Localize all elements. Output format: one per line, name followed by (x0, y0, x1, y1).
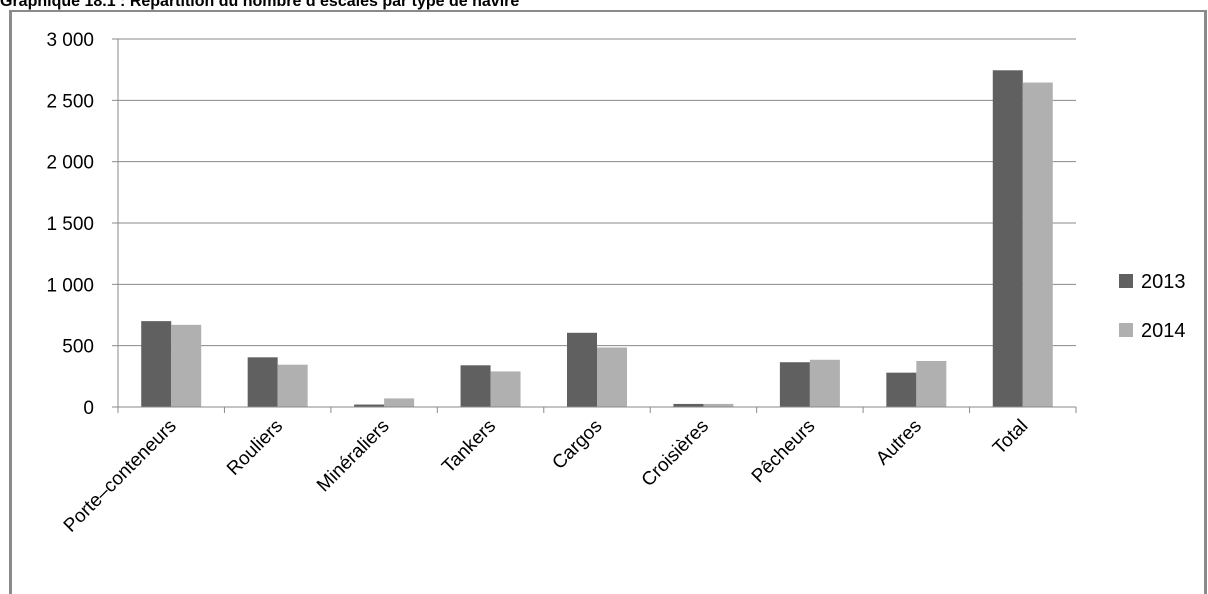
bar-2013-0 (141, 321, 172, 407)
x-tick-label: Porte–conteneurs (60, 416, 181, 537)
legend-swatch-2013 (1119, 274, 1133, 288)
y-tick-label: 1 000 (46, 275, 94, 296)
x-tick-labels: Porte–conteneurs Rouliers Minéraliers Tanke… (60, 416, 1032, 537)
x-tick-label: Pêcheurs (748, 416, 820, 488)
axes (112, 38, 1077, 413)
legend-label-2014: 2014 (1141, 320, 1186, 342)
legend: 2013 2014 (1119, 271, 1186, 342)
x-tick-label: Minéraliers (313, 416, 394, 497)
bar-2014-8 (1022, 82, 1053, 408)
legend-label-2013: 2013 (1141, 271, 1186, 293)
y-tick-label: 500 (62, 337, 94, 358)
x-tick-label: Autres (872, 416, 926, 470)
x-tick-label: Rouliers (223, 416, 287, 480)
bar-2014-3 (490, 371, 521, 407)
x-tick-label: Croisières (638, 416, 713, 491)
x-tick-label: Cargos (548, 416, 606, 474)
bar-2014-1 (277, 364, 308, 407)
y-tick-label: 2 000 (46, 153, 94, 174)
bar-2014-5 (703, 403, 734, 407)
bar-2013-2 (354, 404, 385, 407)
bar-2013-7 (886, 372, 917, 407)
bar-2013-8 (992, 70, 1023, 407)
y-tick-label: 2 500 (46, 91, 94, 112)
y-tick-labels: 0 500 1 000 1 500 2 000 2 500 3 000 (46, 30, 94, 419)
x-tick-label: Tankers (438, 416, 500, 478)
chart-title: Graphique 18.1 : Répartition du nombre d… (0, 0, 520, 10)
bar-2014-4 (597, 347, 627, 407)
bar-2013-5 (673, 403, 704, 407)
bar-2014-6 (809, 359, 840, 407)
x-tick-label: Total (989, 416, 1032, 459)
bars (141, 70, 1053, 408)
bar-2013-3 (460, 365, 491, 407)
bar-2013-4 (567, 332, 597, 407)
y-tick-label: 3 000 (46, 30, 94, 51)
bar-2013-1 (247, 357, 278, 407)
bar-2014-2 (384, 398, 415, 407)
y-tick-label: 0 (83, 398, 94, 419)
bar-2014-0 (171, 324, 202, 407)
bar-2013-6 (779, 362, 810, 407)
gridlines (118, 38, 1076, 347)
chart-frame (9, 10, 1207, 594)
bar-2014-7 (916, 361, 947, 407)
y-tick-label: 1 500 (46, 214, 94, 235)
legend-swatch-2014 (1119, 323, 1133, 337)
